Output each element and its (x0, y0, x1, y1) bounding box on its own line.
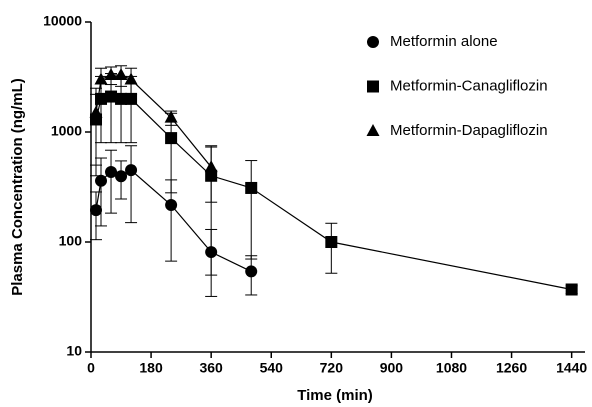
data-point (94, 72, 108, 85)
legend-marker (366, 124, 380, 136)
x-tick-label: 1440 (556, 360, 587, 376)
x-tick-label: 180 (139, 360, 163, 376)
data-point (565, 283, 578, 296)
x-tick-label: 1260 (496, 360, 527, 376)
data-point (165, 132, 178, 145)
data-point (325, 236, 338, 248)
data-point (204, 160, 218, 173)
y-tick-label: 1000 (51, 123, 82, 139)
x-tick-label: 720 (320, 360, 344, 376)
x-tick-label: 540 (260, 360, 284, 376)
data-point (245, 265, 258, 278)
data-point (105, 165, 118, 178)
y-tick-label: 100 (59, 233, 83, 249)
data-point (165, 198, 178, 211)
legend-label: Metformin alone (390, 33, 498, 50)
data-point (164, 110, 178, 123)
data-point (125, 164, 138, 177)
x-tick-label: 900 (380, 360, 404, 376)
data-point (115, 170, 128, 183)
data-point (115, 92, 128, 105)
data-point (124, 72, 138, 85)
data-point (104, 67, 118, 80)
x-tick-label: 1080 (436, 360, 467, 376)
legend-marker (367, 36, 379, 48)
x-axis-title: Time (min) (297, 387, 373, 404)
legend-marker (367, 80, 379, 93)
data-point (105, 90, 118, 103)
y-axis-title: Plasma Concentration (ng/mL) (9, 78, 26, 296)
data-point (245, 181, 258, 194)
series-line (95, 169, 252, 272)
data-point (114, 67, 128, 80)
x-tick-label: 0 (87, 360, 95, 376)
data-point (95, 174, 108, 187)
data-point (125, 92, 138, 105)
y-tick-label: 10000 (43, 13, 82, 29)
data-point (89, 105, 103, 118)
x-tick-label: 360 (199, 360, 223, 376)
legend-label: Metformin-Canagliflozin (390, 77, 548, 94)
data-point (90, 204, 103, 217)
legend-label: Metformin-Dapagliflozin (390, 122, 548, 139)
y-tick-label: 10 (66, 343, 82, 359)
